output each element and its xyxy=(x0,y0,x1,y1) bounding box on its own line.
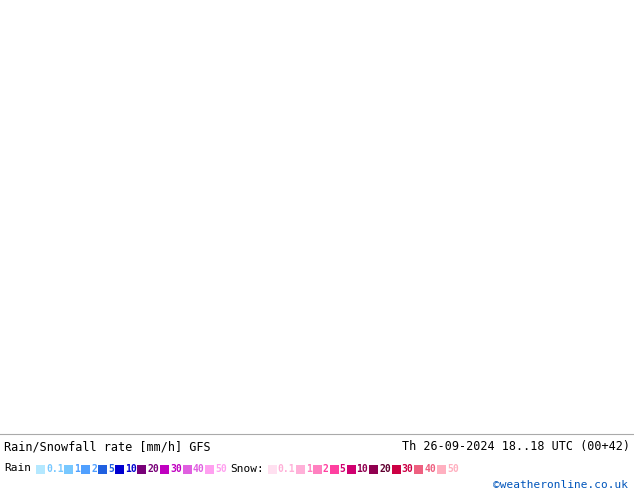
Bar xyxy=(81,465,90,474)
Bar xyxy=(36,465,45,474)
Text: 10: 10 xyxy=(125,464,136,474)
Bar xyxy=(313,465,322,474)
Text: 20: 20 xyxy=(147,464,159,474)
Text: 40: 40 xyxy=(193,464,204,474)
Bar xyxy=(138,465,146,474)
Text: Rain: Rain xyxy=(4,463,31,473)
Text: ©weatheronline.co.uk: ©weatheronline.co.uk xyxy=(493,480,628,490)
Text: 5: 5 xyxy=(340,464,346,474)
Text: 30: 30 xyxy=(170,464,182,474)
Text: 2: 2 xyxy=(91,464,97,474)
Text: 0.1: 0.1 xyxy=(278,464,295,474)
Text: Snow:: Snow: xyxy=(230,464,264,474)
Bar xyxy=(437,465,446,474)
Text: 1: 1 xyxy=(74,464,81,474)
Bar xyxy=(115,465,124,474)
Text: 0.1: 0.1 xyxy=(46,464,63,474)
Text: 50: 50 xyxy=(215,464,227,474)
Bar xyxy=(296,465,305,474)
Bar xyxy=(160,465,169,474)
Text: 1: 1 xyxy=(306,464,312,474)
Bar xyxy=(98,465,107,474)
Bar xyxy=(65,465,74,474)
Text: 2: 2 xyxy=(323,464,329,474)
Text: Th 26-09-2024 18..18 UTC (00+42): Th 26-09-2024 18..18 UTC (00+42) xyxy=(402,440,630,453)
Text: 30: 30 xyxy=(402,464,413,474)
Bar xyxy=(330,465,339,474)
Bar xyxy=(415,465,424,474)
Text: 5: 5 xyxy=(108,464,114,474)
Text: 20: 20 xyxy=(379,464,391,474)
Text: 10: 10 xyxy=(356,464,368,474)
Bar xyxy=(268,465,277,474)
Text: 50: 50 xyxy=(447,464,459,474)
Text: Rain/Snowfall rate [mm/h] GFS: Rain/Snowfall rate [mm/h] GFS xyxy=(4,440,210,453)
Bar xyxy=(347,465,356,474)
Text: 40: 40 xyxy=(424,464,436,474)
Bar xyxy=(183,465,191,474)
Bar xyxy=(205,465,214,474)
Bar xyxy=(369,465,378,474)
Bar xyxy=(392,465,401,474)
